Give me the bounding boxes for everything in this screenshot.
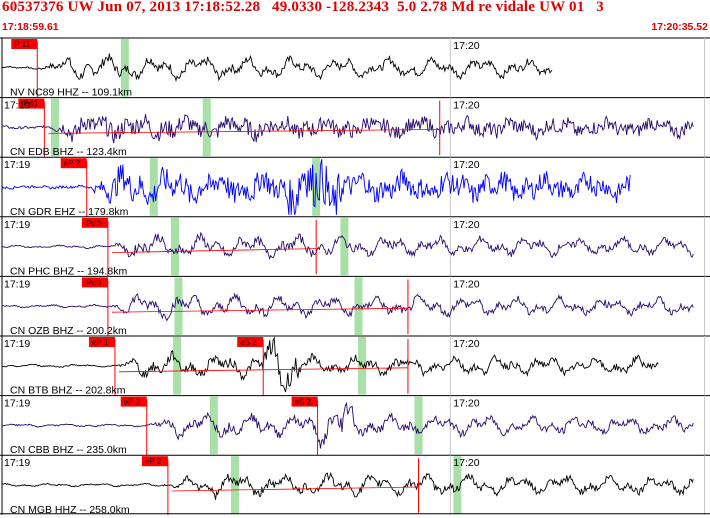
waveform[interactable] (1, 401, 694, 449)
pick-label[interactable]: iPd0 (18, 98, 45, 109)
trace-panel[interactable]: eP 2 17:19 17:20 CN MGB HHZ -- 258.0km (0, 454, 710, 516)
arrival-window (230, 456, 239, 514)
pick-label-box (60, 158, 87, 169)
pick-label-box (81, 277, 108, 288)
arrival-window (453, 456, 462, 514)
pick-label-text: iPd0 (85, 278, 102, 287)
minute-label-right: 17:20 (453, 278, 479, 290)
minute-label-left: 17:19 (4, 398, 30, 410)
arrival-window (340, 217, 349, 276)
trace-panel[interactable]: iPd0 17:19 17:20 CN PHC BHZ -- 194.8km (0, 216, 710, 278)
pick-label[interactable]: eP 2 (141, 456, 168, 467)
minute-label-left: 17:19 (4, 219, 30, 231)
minute-label-left: 17:19 (4, 278, 30, 290)
arrival-window (170, 217, 179, 276)
minute-label-right: 17:20 (453, 338, 479, 350)
pick-label-text: iPd0 (21, 100, 38, 109)
pick-label-text: eP 2 (124, 398, 141, 407)
pick-label-box (237, 337, 264, 347)
duration-line (111, 307, 408, 313)
duration-line (118, 367, 408, 373)
waveform[interactable] (1, 231, 694, 260)
waveform[interactable] (1, 114, 694, 144)
pick-label-text: iPd0 (85, 219, 102, 228)
minute-label-right: 17:20 (453, 219, 479, 231)
minute-label-right: 17:20 (453, 100, 479, 112)
trace-panel[interactable]: eP 1 eS 2 17:19 17:20 CN BTB BHZ -- 202.8km (0, 335, 710, 397)
waveform[interactable] (1, 53, 553, 83)
waveform[interactable] (2, 292, 694, 322)
station-label: CN EDB BHZ -- 123.4km (10, 146, 127, 158)
pick-label[interactable]: eS 2 (237, 337, 264, 347)
trace-panel[interactable]: P 11 17:20 NV NC89 HHZ -- 109.1km (0, 37, 710, 99)
pick-label[interactable]: eP 2 (120, 396, 147, 407)
pick-label-box (120, 396, 147, 407)
start-time-label: 17:18:59.61 (2, 21, 59, 33)
station-label: CN OZB BHZ -- 200.2km (10, 325, 127, 337)
station-label: CN BTB BHZ -- 202.8km (10, 385, 126, 397)
minute-label-right: 17:20 (453, 398, 479, 410)
pick-label[interactable]: iPd0 (81, 277, 108, 288)
pick-label-text: eP 2 (64, 159, 81, 168)
pick-label[interactable]: eP 2 (60, 158, 87, 169)
pick-label-text: eS 2 (240, 338, 257, 347)
trace-panel[interactable]: eP 2 eS 2 17:19 17:20 CN CBB BHZ -- 235.0km (0, 395, 710, 457)
waveform[interactable] (1, 159, 631, 215)
pick-label-text: eP 1 (92, 338, 109, 347)
minute-label-left: 17:19 (4, 457, 30, 469)
minute-label-left: 17:19 (4, 100, 30, 112)
end-time-label: 17:20:35.52 (651, 21, 708, 33)
trace-panel[interactable]: iPd0 17:19 17:20 CN OZB BHZ -- 200.2km (0, 275, 710, 337)
minute-label-right: 17:20 (453, 159, 479, 171)
arrival-window (50, 98, 59, 157)
arrival-window (414, 396, 423, 455)
pick-label-box (11, 39, 38, 49)
minute-label-left: 17:19 (4, 159, 30, 171)
pick-label-box (88, 337, 115, 347)
pick-label[interactable]: eP 1 (88, 337, 115, 347)
minute-label-left: 17:19 (4, 338, 30, 350)
station-label: CN PHC BHZ -- 194.8km (10, 265, 128, 277)
pick-label-box (141, 456, 168, 467)
arrival-window (174, 277, 183, 335)
pick-label-text: eS 2 (295, 398, 312, 407)
waveform[interactable] (1, 471, 694, 500)
station-label: NV NC89 HHZ -- 109.1km (10, 87, 132, 99)
waveform[interactable] (1, 336, 659, 393)
station-label: CN CBB BHZ -- 235.0km (10, 444, 127, 456)
trace-panel[interactable]: eP 2 17:19 17:20 CN GDR EHZ -- 179.8km (0, 156, 710, 218)
station-label: CN MGB HHZ -- 258.0km (10, 504, 130, 516)
pick-label[interactable]: iPd0 (81, 217, 108, 228)
pick-label-text: P 11 (14, 40, 30, 49)
pick-label-box (18, 98, 45, 109)
event-title: 60537376 UW Jun 07, 2013 17:18:52.28 49.… (2, 0, 604, 15)
arrival-window (312, 158, 321, 216)
minute-label-right: 17:20 (453, 457, 479, 469)
pick-label[interactable]: eS 2 (291, 396, 318, 407)
arrival-window (173, 337, 182, 395)
pick-label-box (291, 396, 318, 407)
pick-label-box (81, 217, 108, 228)
duration-line (111, 248, 317, 253)
minute-label-right: 17:20 (453, 40, 479, 52)
pick-label-text: eP 2 (145, 457, 162, 466)
station-label: CN GDR EHZ -- 179.8km (10, 206, 129, 218)
duration-line (48, 129, 440, 134)
duration-line (171, 486, 419, 492)
pick-label[interactable]: P 11 (11, 39, 38, 49)
arrival-window (149, 158, 158, 216)
